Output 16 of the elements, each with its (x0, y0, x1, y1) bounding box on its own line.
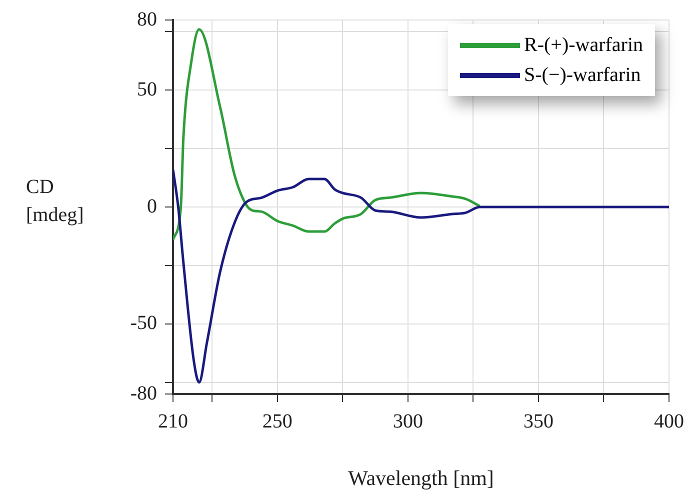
y-tick-label: 0 (147, 195, 157, 218)
y-tick-label: -80 (130, 382, 157, 404)
y-tick-label: -50 (130, 312, 157, 334)
y-tick-label: 50 (137, 78, 157, 100)
line-series (173, 28, 481, 241)
x-axis-title: Wavelength [nm] (348, 466, 494, 490)
legend-label: R-(+)-warfarin (524, 34, 643, 56)
x-tick-label: 400 (654, 410, 684, 432)
line-series (173, 168, 669, 384)
y-tick-label: 80 (137, 8, 157, 30)
y-axis-title: CD [mdeg] (26, 176, 84, 226)
x-tick-label: 250 (262, 410, 292, 432)
x-tick-label: 300 (392, 410, 423, 432)
legend-label: S-(−)-warfarin (524, 64, 641, 86)
x-tick-label: 210 (158, 410, 188, 432)
x-tick-label: 350 (523, 410, 554, 432)
